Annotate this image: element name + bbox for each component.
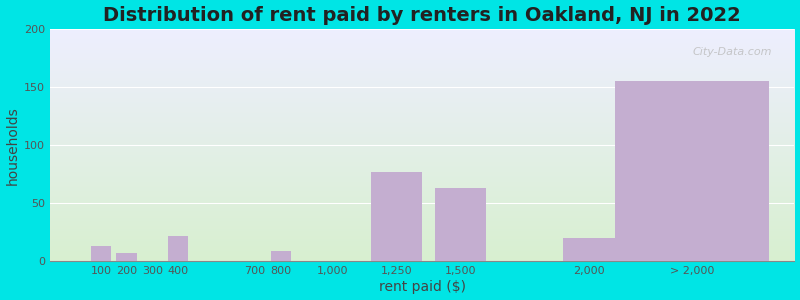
Bar <box>614 81 769 261</box>
X-axis label: rent paid ($): rent paid ($) <box>378 280 466 294</box>
Bar <box>270 251 291 261</box>
Y-axis label: households: households <box>6 106 19 184</box>
Title: Distribution of rent paid by renters in Oakland, NJ in 2022: Distribution of rent paid by renters in … <box>103 6 741 25</box>
Bar <box>117 253 137 261</box>
Bar <box>370 172 422 261</box>
Bar <box>90 246 111 261</box>
Bar <box>168 236 188 261</box>
Bar <box>435 188 486 261</box>
Bar <box>563 238 614 261</box>
Text: City-Data.com: City-Data.com <box>693 47 772 58</box>
